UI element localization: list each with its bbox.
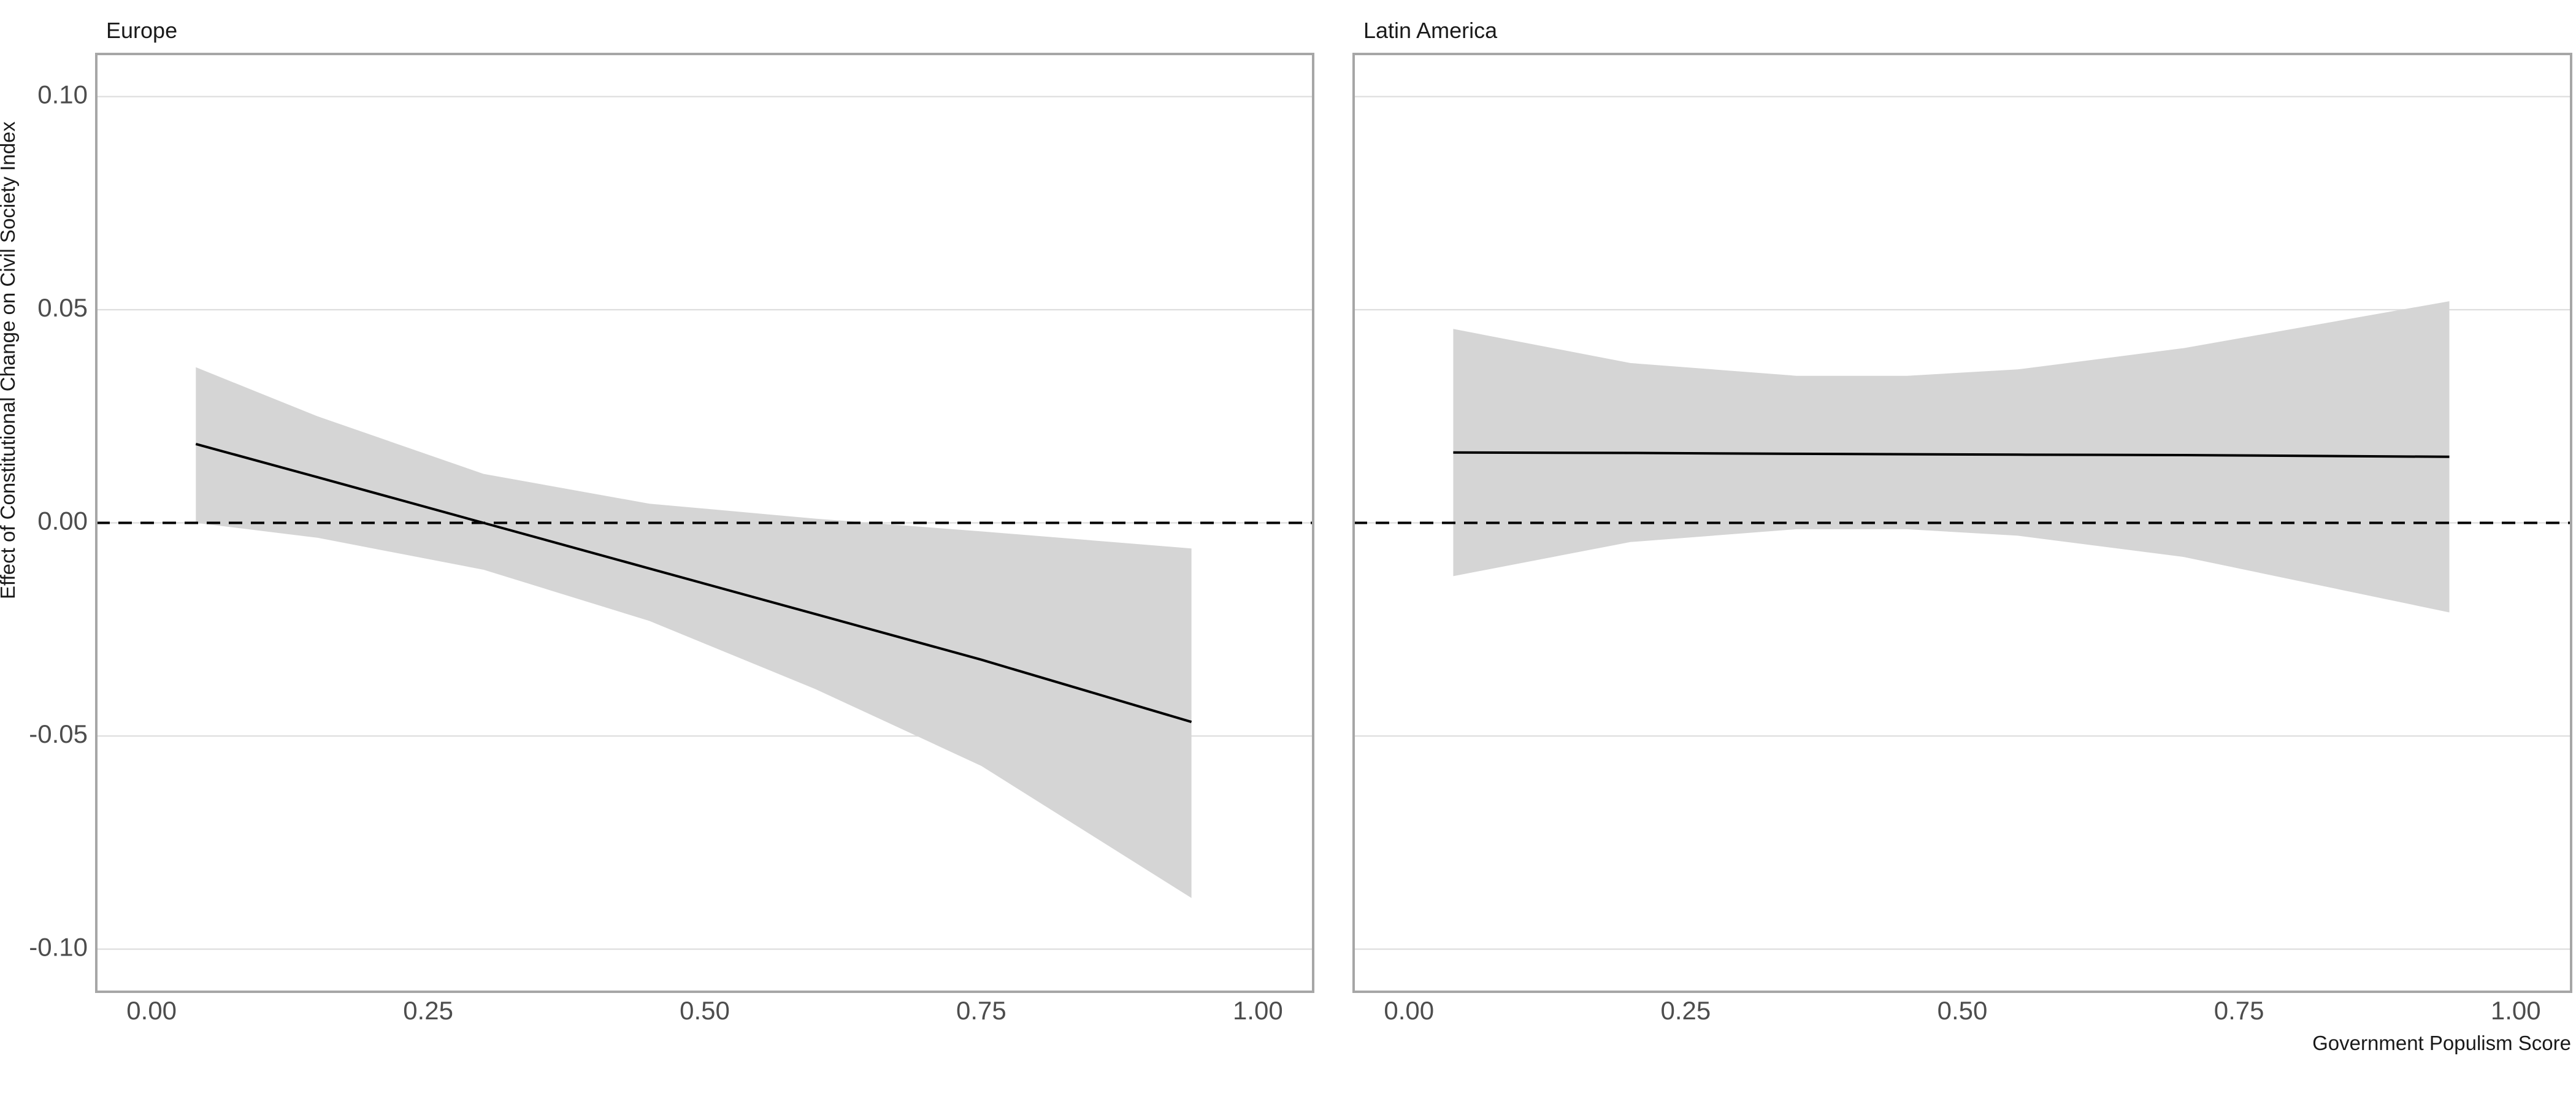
y-tick-label: 0.05 <box>37 293 88 322</box>
confidence-band <box>196 367 1192 899</box>
panel-title: Latin America <box>1363 18 1498 43</box>
confidence-band <box>1453 301 2450 613</box>
panel-title: Europe <box>106 18 177 43</box>
panel-frame <box>1352 53 2572 993</box>
x-tick-label: 0.00 <box>126 996 177 1025</box>
x-tick-label: 0.00 <box>1384 996 1434 1025</box>
x-tick-label: 0.75 <box>956 996 1006 1025</box>
x-tick-label: 1.00 <box>2491 996 2541 1025</box>
x-tick-label: 0.50 <box>680 996 730 1025</box>
y-axis-title: Effect of Constitutional Change on Civil… <box>0 121 19 599</box>
y-tick-label: -0.10 <box>29 933 88 962</box>
panels-layer: Europe 0.00 0.25 0.50 0.75 1.00 Latin America 0… <box>95 18 2572 1025</box>
y-tick-label: 0.00 <box>37 507 88 535</box>
x-tick-label: 0.25 <box>403 996 453 1025</box>
x-tick-label: 0.50 <box>1938 996 1988 1025</box>
y-tick-label: -0.05 <box>29 719 88 748</box>
x-axis-title: Government Populism Score <box>2312 1032 2571 1054</box>
x-tick-label: 0.75 <box>2214 996 2264 1025</box>
y-tick-label: 0.10 <box>37 80 88 109</box>
panel-latin-america: Latin America 0.00 0.25 0.50 0.75 1.00 <box>1352 18 2572 1025</box>
x-tick-label: 0.25 <box>1660 996 1711 1025</box>
panel-frame <box>95 53 1314 993</box>
estimate-line <box>1453 451 2450 458</box>
estimate-line <box>195 442 1192 724</box>
x-tick-label: 1.00 <box>1233 996 1283 1025</box>
panel-europe: Europe 0.00 0.25 0.50 0.75 1.00 <box>95 18 1314 1025</box>
axes-layer: -0.10 -0.05 0.00 0.05 0.10 Effect of Constitu… <box>0 80 2571 1054</box>
